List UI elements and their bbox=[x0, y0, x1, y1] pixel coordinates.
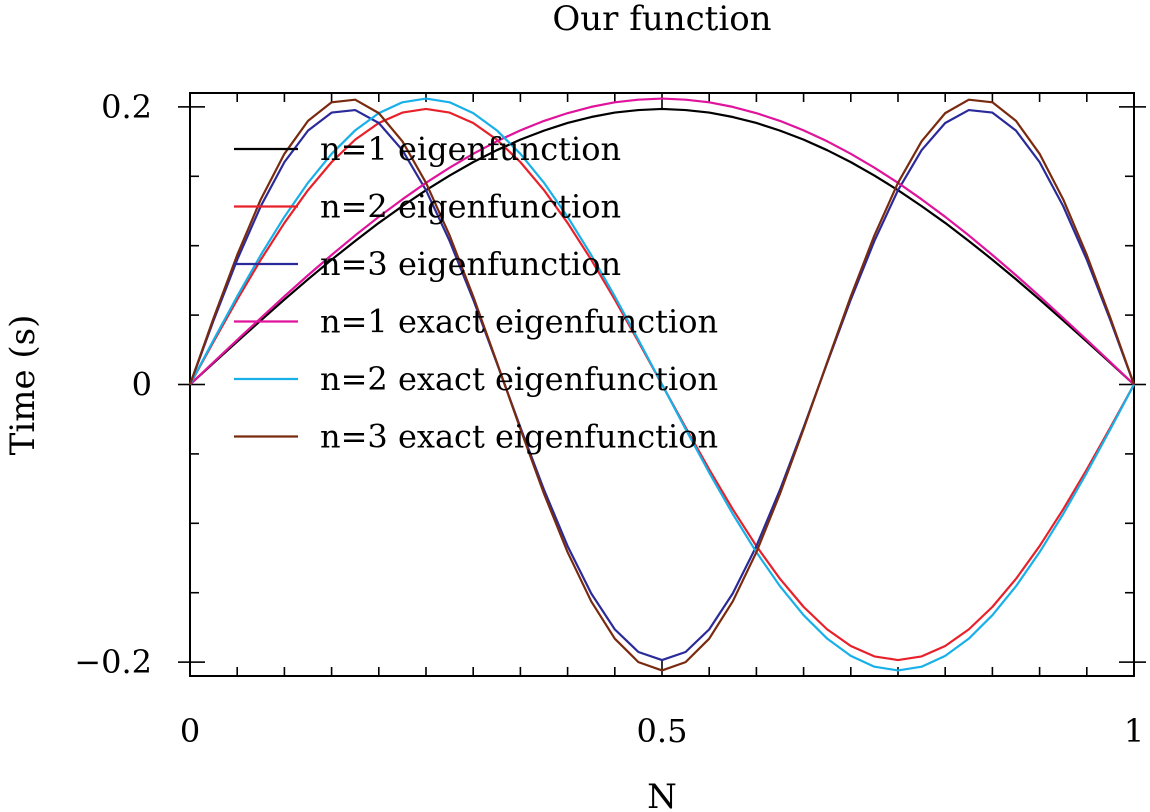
legend-label-1: n=1 eigenfunction bbox=[320, 130, 621, 168]
legend-label-5: n=2 exact eigenfunction bbox=[320, 360, 718, 398]
series-line-1 bbox=[189, 107, 1135, 386]
axis-ticks bbox=[178, 93, 1146, 676]
legend-label-2: n=2 eigenfunction bbox=[320, 188, 621, 226]
series-line-6 bbox=[188, 98, 1136, 672]
series-layer bbox=[188, 97, 1136, 672]
x-axis-label: N bbox=[647, 777, 677, 812]
y-tick-label: −0.2 bbox=[74, 643, 152, 681]
axis-tick-labels: 0 0.5 1 −0.2 0 0.2 bbox=[74, 88, 1144, 750]
y-axis-label: Time (s) bbox=[3, 315, 43, 456]
series-line-4 bbox=[189, 97, 1135, 386]
x-tick-label: 0 bbox=[180, 712, 200, 750]
y-tick-label: 0 bbox=[132, 366, 152, 404]
y-tick-label: 0.2 bbox=[101, 88, 152, 126]
series-line-5 bbox=[189, 97, 1135, 672]
legend-label-4: n=1 exact eigenfunction bbox=[320, 303, 718, 341]
legend: n=1 eigenfunction n=2 eigenfunction n=3 ei… bbox=[234, 130, 718, 456]
chart-title: Our function bbox=[552, 0, 771, 39]
x-tick-label: 1 bbox=[1124, 712, 1144, 750]
series-line-3 bbox=[188, 108, 1136, 662]
legend-label-6: n=3 exact eigenfunction bbox=[320, 418, 718, 456]
legend-label-3: n=3 eigenfunction bbox=[320, 245, 621, 283]
x-tick-label: 0.5 bbox=[637, 712, 688, 750]
